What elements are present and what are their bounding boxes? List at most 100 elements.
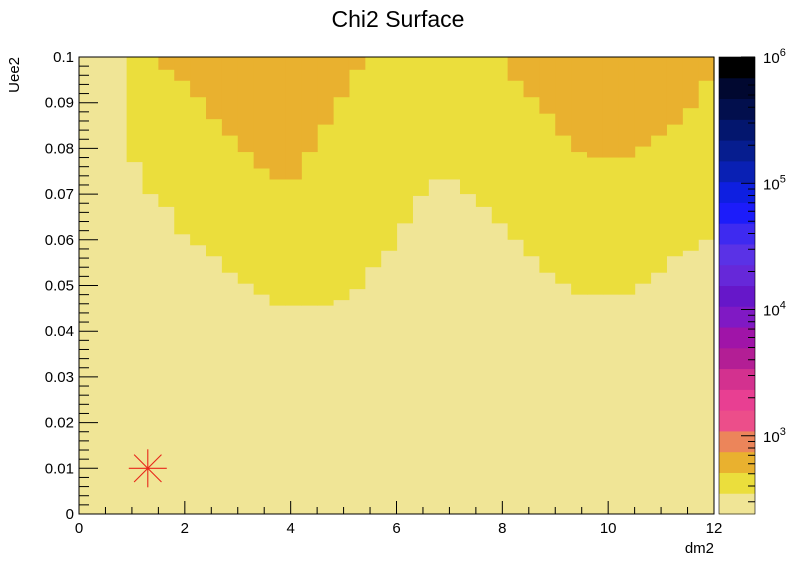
heatmap-cell	[317, 57, 334, 125]
palette-label: 103	[763, 426, 786, 446]
palette-swatch	[719, 160, 755, 183]
heatmap-cell	[491, 57, 509, 224]
heatmap-cell	[602, 57, 620, 158]
x-tick-label: 6	[392, 520, 400, 537]
palette-swatch	[719, 472, 755, 494]
y-tick-label: 0.06	[45, 232, 74, 249]
heatmap-cell	[190, 57, 207, 246]
heatmap-cell	[206, 57, 223, 120]
palette-swatch	[719, 285, 755, 307]
palette-swatch	[719, 327, 755, 349]
heatmap-cell	[158, 57, 175, 207]
y-tick-label: 0	[66, 506, 74, 523]
heatmap-cell	[158, 57, 175, 70]
heatmap-cell	[174, 57, 191, 81]
heatmap-cell	[682, 57, 699, 109]
palette-swatch	[719, 98, 755, 120]
heatmap-cell	[221, 57, 239, 136]
y-tick-label: 0.01	[45, 460, 74, 477]
palette-swatch	[719, 368, 755, 390]
x-tick-label: 2	[181, 520, 189, 537]
palette-swatch	[719, 264, 755, 286]
heatmap-cell	[475, 57, 493, 207]
palette-swatch	[719, 202, 755, 224]
heatmap-cell	[333, 57, 350, 301]
heatmap-cell	[190, 57, 207, 98]
palette-swatch	[719, 243, 755, 266]
palette-swatch	[719, 57, 755, 79]
heatmap-cell	[333, 57, 350, 98]
palette-swatch	[719, 119, 755, 141]
palette-label: 106	[763, 47, 786, 67]
palette-label: 105	[763, 173, 786, 193]
y-tick-label: 0.08	[45, 140, 74, 157]
heatmap-cell	[348, 57, 366, 290]
heatmap-cell	[348, 57, 366, 70]
heatmap-cell	[618, 57, 636, 158]
palette-swatch	[719, 410, 755, 432]
heatmap-cell	[507, 57, 525, 81]
heatmap-cell	[634, 57, 652, 147]
heatmap-cell	[380, 57, 398, 251]
heatmap-cell	[698, 57, 715, 81]
heatmap-cell	[174, 57, 191, 235]
x-tick-label: 4	[286, 520, 294, 537]
heatmap-cell	[269, 57, 286, 180]
x-axis: 0 2 4 6 8 10 12	[75, 501, 723, 537]
palette-swatch	[719, 77, 755, 100]
chart-title: Chi2 Surface	[332, 6, 465, 32]
palette-swatch	[719, 140, 755, 162]
heatmap-cell	[460, 57, 477, 195]
palette-swatch	[719, 306, 755, 328]
best-fit-marker	[128, 449, 167, 488]
best-fit-marker-layer	[128, 449, 167, 488]
heatmap-cell	[428, 57, 445, 180]
x-tick-label: 10	[600, 520, 617, 537]
heatmap-cell	[650, 57, 667, 136]
heatmap-cell	[698, 57, 715, 240]
y-axis: 0 0.01 0.02 0.03 0.04 0.05 0.06 0.07 0.08 0.09 0.1	[45, 49, 98, 523]
contour-regions	[126, 57, 715, 306]
palette-label: 104	[763, 300, 786, 320]
palette-swatch	[719, 493, 755, 515]
heatmap-cell	[507, 57, 525, 240]
heatmap-cell	[587, 57, 604, 158]
y-axis-label: Uee2	[6, 57, 23, 93]
color-palette: 103 104 105 106	[718, 47, 786, 515]
heatmap-cell	[126, 57, 144, 163]
heatmap-cell	[539, 57, 556, 114]
palette-swatch	[719, 223, 755, 245]
palette-swatch	[719, 389, 755, 411]
palette-swatch	[719, 347, 755, 370]
y-tick-label: 0.1	[53, 49, 74, 66]
x-tick-label: 12	[706, 520, 723, 537]
heatmap-cell	[142, 57, 159, 195]
x-axis-label: dm2	[685, 540, 714, 557]
palette-frame	[718, 56, 756, 515]
y-tick-label: 0.04	[45, 323, 74, 340]
heatmap-cell	[523, 57, 540, 257]
heatmap-cell	[555, 57, 572, 136]
y-tick-label: 0.02	[45, 415, 74, 432]
heatmap-cell	[412, 57, 429, 196]
heatmap-cell	[285, 57, 302, 180]
x-tick-label: 0	[75, 520, 83, 537]
heatmap-cell	[364, 57, 382, 268]
y-tick-label: 0.09	[45, 95, 74, 112]
x-tick-label: 8	[498, 520, 506, 537]
y-tick-label: 0.03	[45, 369, 74, 386]
heatmap-cell	[301, 57, 318, 153]
marker-stroke	[133, 454, 162, 483]
y-tick-label: 0.05	[45, 278, 74, 295]
palette-swatch	[719, 181, 755, 203]
heatmap-cell	[237, 57, 255, 153]
heatmap-cell	[253, 57, 271, 169]
heatmap-cell	[571, 57, 588, 153]
palette-swatch	[719, 451, 755, 473]
heatmap-cell	[444, 57, 461, 180]
y-tick-label: 0.07	[45, 186, 74, 203]
heatmap-cell	[666, 57, 683, 125]
heatmap-cell	[396, 57, 413, 224]
contour-level-2	[158, 57, 715, 180]
